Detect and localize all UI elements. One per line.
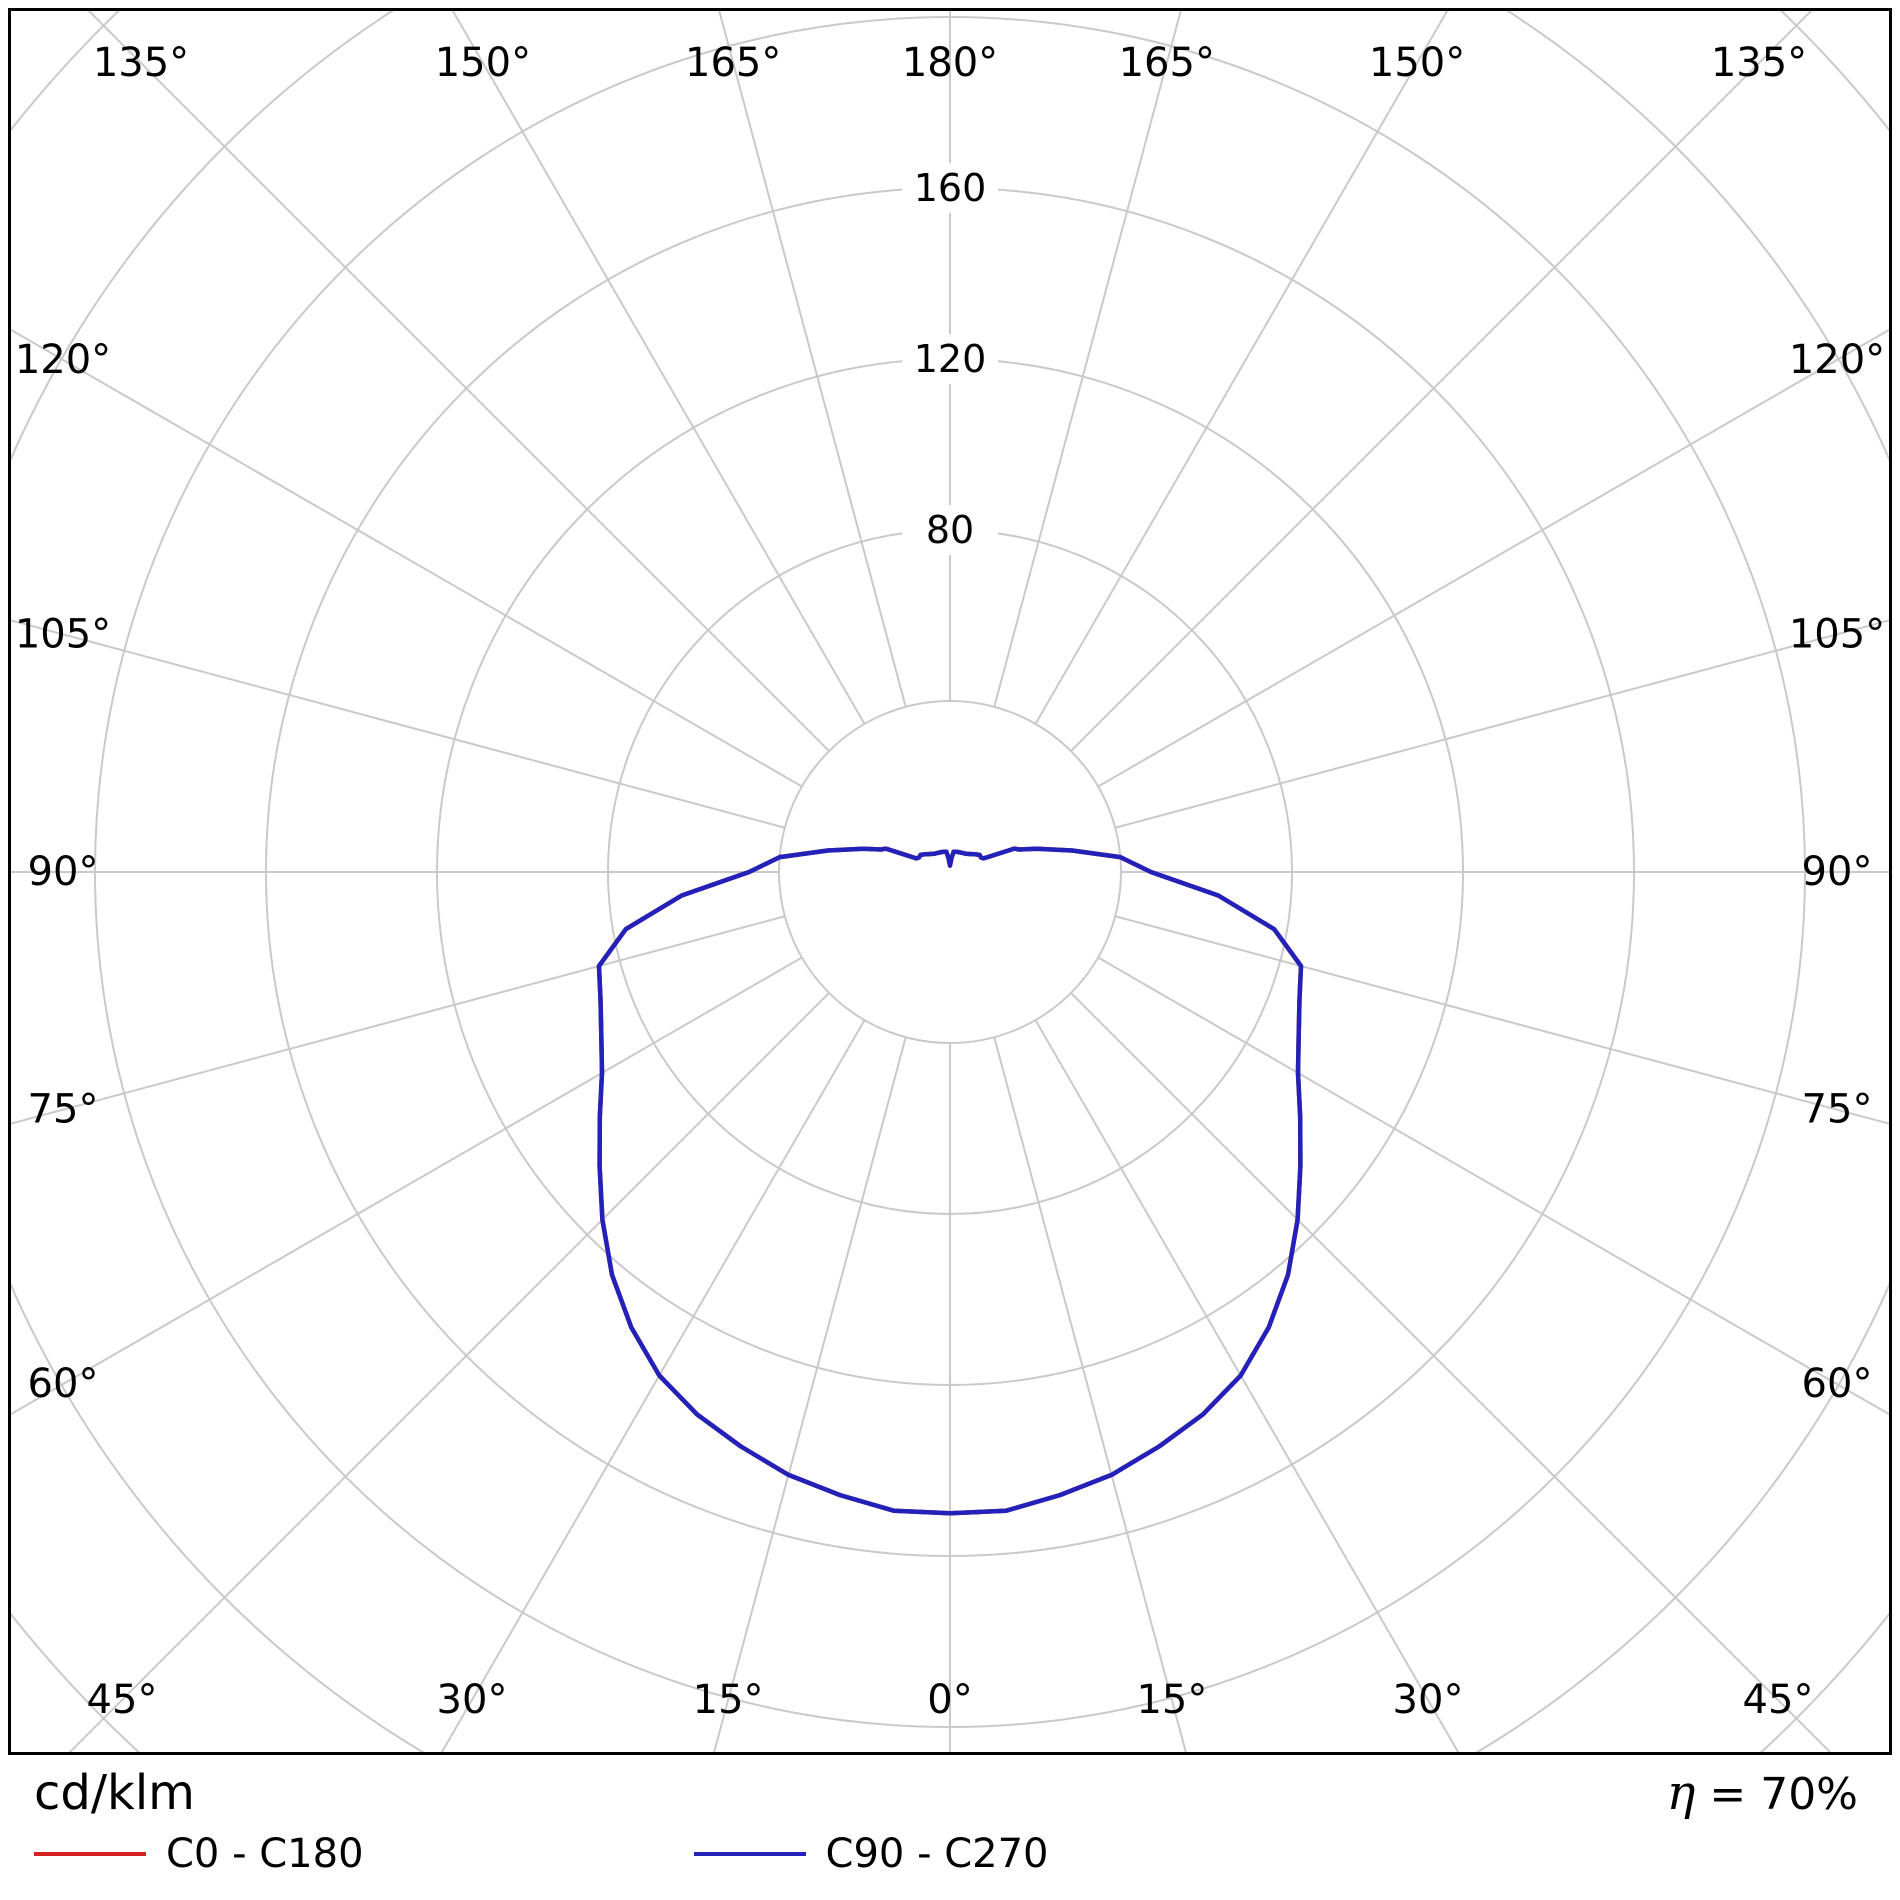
svg-text:105°: 105°	[15, 611, 111, 657]
svg-text:60°: 60°	[28, 1361, 99, 1407]
svg-text:45°: 45°	[87, 1677, 158, 1723]
legend-item-c90-c270: C90 - C270	[693, 1831, 1049, 1877]
svg-text:135°: 135°	[1711, 40, 1807, 86]
footer-top-row: cd/klm η = 70%	[34, 1765, 1858, 1821]
svg-text:105°: 105°	[1789, 611, 1885, 657]
svg-text:45°: 45°	[1743, 1677, 1814, 1723]
legend: C0 - C180 C90 - C270	[34, 1831, 1858, 1877]
svg-text:135°: 135°	[93, 40, 189, 86]
svg-text:0°: 0°	[927, 1677, 972, 1723]
svg-text:60°: 60°	[1802, 1361, 1873, 1407]
svg-text:120°: 120°	[1789, 337, 1885, 383]
svg-text:90°: 90°	[28, 849, 99, 895]
svg-text:15°: 15°	[693, 1677, 764, 1723]
eta-value: = 70%	[1709, 1769, 1858, 1820]
svg-text:160: 160	[914, 166, 987, 210]
efficiency-label: η = 70%	[1667, 1765, 1858, 1821]
svg-text:180°: 180°	[902, 40, 998, 86]
svg-text:30°: 30°	[437, 1677, 508, 1723]
legend-item-c0-c180: C0 - C180	[34, 1831, 364, 1877]
chart-footer: cd/klm η = 70% C0 - C180 C90 - C270	[8, 1755, 1892, 1877]
c90-c270-line-swatch	[693, 1852, 806, 1856]
legend-label-c0-c180: C0 - C180	[166, 1831, 364, 1877]
svg-text:30°: 30°	[1393, 1677, 1464, 1723]
polar-chart: 80 120 160 0° 15° 15° 30° 30° 45° 45° 60° 60° 75° 75°…	[11, 11, 1889, 1752]
svg-text:150°: 150°	[435, 40, 531, 86]
svg-text:15°: 15°	[1136, 1677, 1207, 1723]
svg-text:120: 120	[914, 337, 987, 381]
svg-text:75°: 75°	[1802, 1087, 1873, 1133]
svg-text:150°: 150°	[1369, 40, 1465, 86]
c0-c180-line-swatch	[34, 1852, 146, 1856]
svg-text:165°: 165°	[1119, 40, 1215, 86]
svg-text:90°: 90°	[1802, 849, 1873, 895]
unit-label: cd/klm	[34, 1765, 195, 1821]
eta-symbol: η	[1666, 1765, 1696, 1821]
svg-text:75°: 75°	[28, 1087, 99, 1133]
svg-text:80: 80	[926, 508, 974, 552]
polar-chart-frame: 80 120 160 0° 15° 15° 30° 30° 45° 45° 60° 60° 75° 75°…	[8, 8, 1892, 1755]
svg-text:120°: 120°	[15, 337, 111, 383]
svg-text:165°: 165°	[685, 40, 781, 86]
legend-label-c90-c270: C90 - C270	[825, 1831, 1049, 1877]
